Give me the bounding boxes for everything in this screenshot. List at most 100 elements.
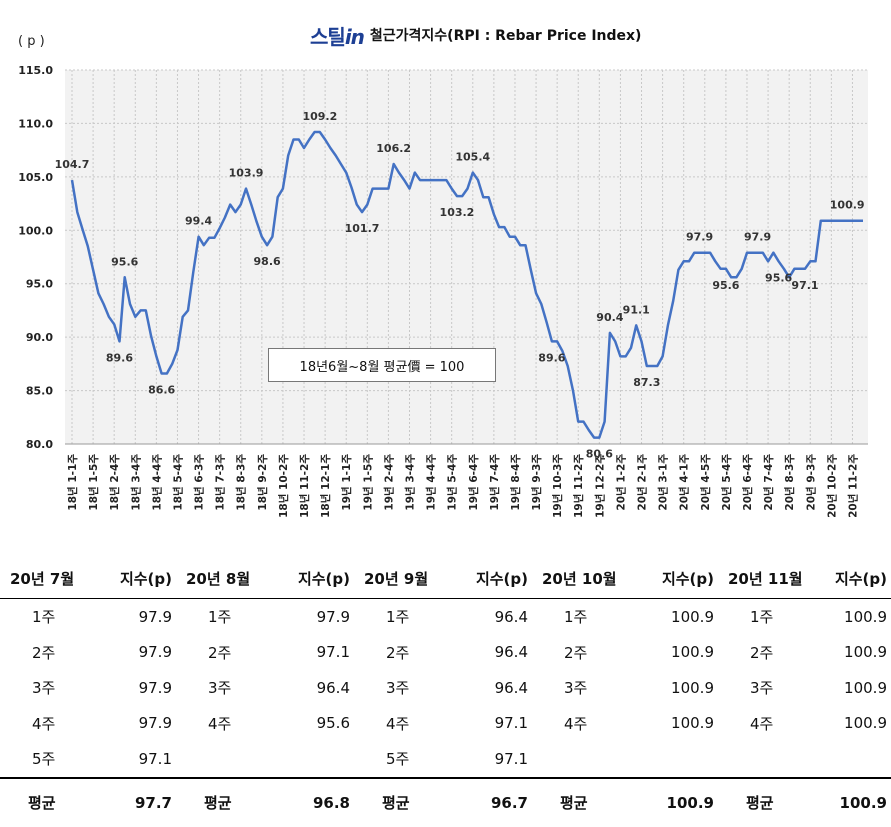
x-tick-label: 20년 3-1주	[657, 454, 670, 511]
index-header: 지수(p)	[810, 558, 891, 599]
x-tick-label: 18년 7-3주	[214, 454, 227, 511]
x-tick-label: 19년 6-4주	[467, 454, 480, 511]
data-label: 103.2	[440, 206, 475, 219]
plot-area	[65, 70, 868, 444]
data-label: 89.6	[538, 351, 565, 364]
average-label: 평균	[0, 776, 92, 827]
x-tick-label: 18년 1-1주	[66, 454, 79, 511]
rpi-line-chart: 80.0 85.0 90.0 95.0 100.0 105.0 110.0 115.0 ( p …	[18, 34, 868, 518]
x-tick-label: 19년 11-2주	[572, 454, 585, 518]
value-cell	[630, 741, 718, 778]
x-tick-label: 18년 12-1주	[319, 454, 332, 518]
y-axis-unit: ( p )	[18, 34, 45, 49]
y-tick-label: 115.0	[18, 64, 53, 77]
x-tick-label: 19년 1-1주	[340, 454, 353, 511]
data-label: 109.2	[302, 110, 337, 123]
x-tick-label: 20년 9-3주	[804, 454, 817, 511]
value-cell: 96.4	[494, 643, 528, 662]
data-label: 100.9	[830, 199, 865, 212]
x-tick-label: 19년 4-4주	[425, 454, 438, 511]
value-cell: 97.9	[138, 714, 172, 733]
week-cell: 2주	[208, 643, 232, 662]
data-label: 95.6	[712, 279, 739, 292]
value-cell	[268, 741, 354, 778]
data-label: 101.7	[345, 222, 380, 235]
x-tick-label: 19년 9-3주	[530, 454, 543, 511]
week-cell: 3주	[750, 679, 774, 698]
x-tick-label: 19년 1-5주	[361, 454, 374, 511]
x-tick-label: 18년 3-4주	[129, 454, 142, 511]
steelin-logo: 스틸in	[310, 24, 365, 49]
average-label: 평균	[354, 776, 446, 827]
average-value: 100.9	[630, 776, 718, 827]
week-cell: 4주	[386, 714, 410, 733]
data-label: 86.6	[148, 383, 175, 396]
average-row: 평균 97.7 평균 96.8 평균 96.7 평균 100.9 평균 100.…	[0, 776, 891, 827]
data-label: 89.6	[106, 351, 133, 364]
value-cell: 96.4	[316, 678, 350, 697]
week-cell: 3주	[564, 679, 588, 698]
week-cell: 5주	[32, 750, 56, 769]
x-tick-label: 20년 7-4주	[762, 454, 775, 511]
y-tick-label: 105.0	[18, 171, 53, 184]
week-cell: 4주	[564, 714, 588, 733]
week-cell	[532, 741, 630, 778]
value-cell: 100.9	[671, 643, 714, 662]
x-tick-label: 20년 2-1주	[636, 454, 649, 511]
x-tick-label: 20년 6-4주	[741, 454, 754, 511]
week-cell: 1주	[208, 608, 232, 627]
average-value: 100.9	[810, 776, 891, 827]
series-line	[70, 130, 863, 439]
average-label: 평균	[532, 776, 630, 827]
month-header: 20년 9월	[354, 558, 446, 599]
week-cell: 1주	[750, 608, 774, 627]
table-row: 5주 97.1 5주 97.1	[0, 741, 891, 778]
week-cell: 4주	[32, 714, 56, 733]
week-cell: 5주	[386, 750, 410, 769]
average-label: 평균	[718, 776, 810, 827]
data-label: 91.1	[623, 303, 650, 316]
data-label: 90.4	[596, 311, 623, 324]
x-tick-label: 20년 5-4주	[720, 454, 733, 511]
y-tick-label: 90.0	[26, 331, 53, 344]
x-tick-label: 18년 9-2주	[256, 454, 269, 511]
data-label: 80.6	[586, 448, 613, 461]
table-row: 3주 97.9 3주 96.4 3주 96.4 3주 100.9 3주 100.…	[0, 670, 891, 706]
x-tick-label: 19년 10-3주	[551, 454, 564, 518]
y-tick-label: 100.0	[18, 224, 53, 237]
week-cell: 3주	[386, 679, 410, 698]
data-label: 98.6	[254, 255, 281, 268]
week-cell: 2주	[386, 643, 410, 662]
value-cell: 97.1	[494, 714, 528, 733]
data-label: 97.9	[686, 231, 713, 244]
month-header: 20년 7월	[0, 558, 92, 599]
average-value: 96.8	[268, 776, 354, 827]
index-header: 지수(p)	[268, 558, 354, 599]
x-tick-label: 18년 6-3주	[193, 454, 206, 511]
data-label: 99.4	[185, 215, 212, 228]
x-tick-label: 19년 8-4주	[509, 454, 522, 511]
value-cell: 97.1	[494, 749, 528, 768]
week-cell: 1주	[564, 608, 588, 627]
y-tick-label: 110.0	[18, 117, 53, 130]
x-tick-label: 20년 4-1주	[678, 454, 691, 511]
data-label: 97.1	[791, 279, 818, 292]
week-cell: 2주	[32, 643, 56, 662]
x-tick-label: 20년 10-2주	[825, 454, 838, 518]
week-cell: 4주	[208, 714, 232, 733]
x-tick-label: 18년 8-3주	[235, 454, 248, 511]
week-cell	[718, 741, 810, 778]
data-label: 105.4	[455, 151, 490, 164]
x-tick-label: 20년 1-2주	[614, 454, 627, 511]
value-cell: 97.9	[138, 643, 172, 662]
index-header: 지수(p)	[92, 558, 176, 599]
x-tick-label: 19년 3-4주	[404, 454, 417, 511]
value-cell	[810, 741, 891, 778]
x-tick-label: 20년 11-2주	[847, 454, 860, 518]
week-cell: 1주	[32, 608, 56, 627]
month-header: 20년 8월	[176, 558, 268, 599]
average-label: 평균	[176, 776, 268, 827]
week-cell: 1주	[386, 608, 410, 627]
value-cell: 97.9	[138, 607, 172, 626]
table-row: 1주 97.9 1주 97.9 1주 96.4 1주 100.9 1주 100.…	[0, 599, 891, 635]
